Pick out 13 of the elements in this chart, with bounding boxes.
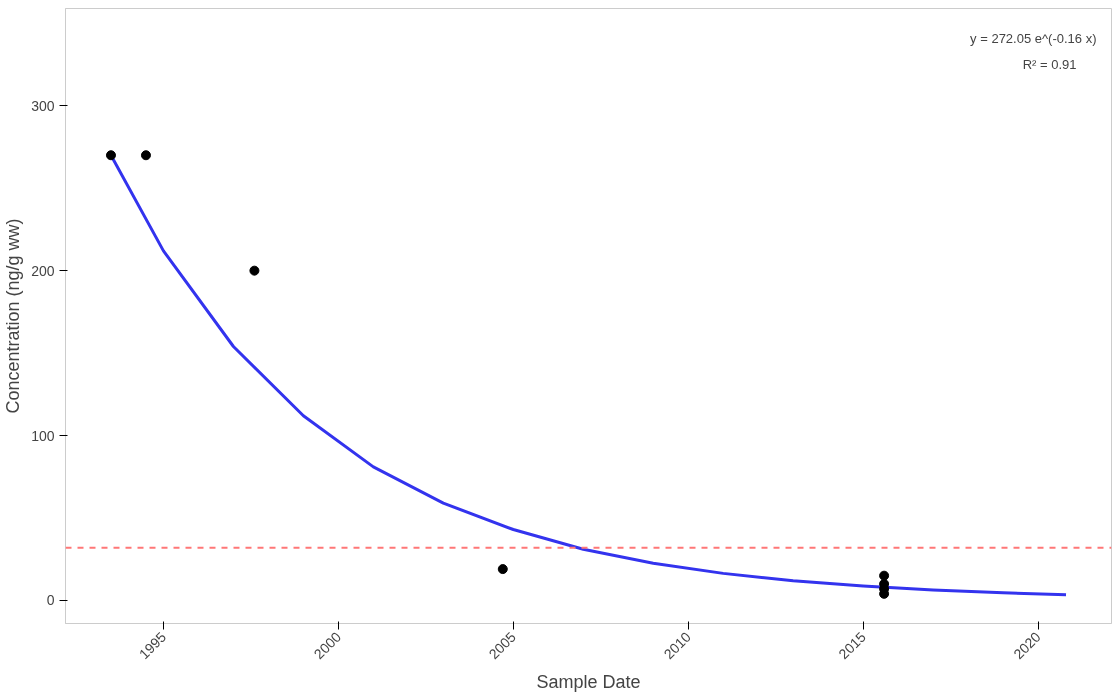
x-axis-title: Sample Date bbox=[536, 671, 641, 692]
y-axis-title: Concentration (ng/g ww) bbox=[3, 218, 24, 414]
point bbox=[105, 150, 116, 161]
point bbox=[879, 570, 890, 581]
y-tick-label: 300 bbox=[31, 97, 55, 114]
point bbox=[140, 150, 151, 161]
annotation: R² = 0.91 bbox=[1022, 57, 1077, 72]
y-tick-label: 200 bbox=[31, 262, 55, 279]
point bbox=[497, 564, 508, 575]
point bbox=[249, 265, 260, 276]
y-tick-label: 0 bbox=[46, 592, 55, 609]
y-tick-label: 100 bbox=[31, 427, 55, 444]
annotation: y = 272.05 e^(-0.16 x) bbox=[970, 31, 1097, 46]
